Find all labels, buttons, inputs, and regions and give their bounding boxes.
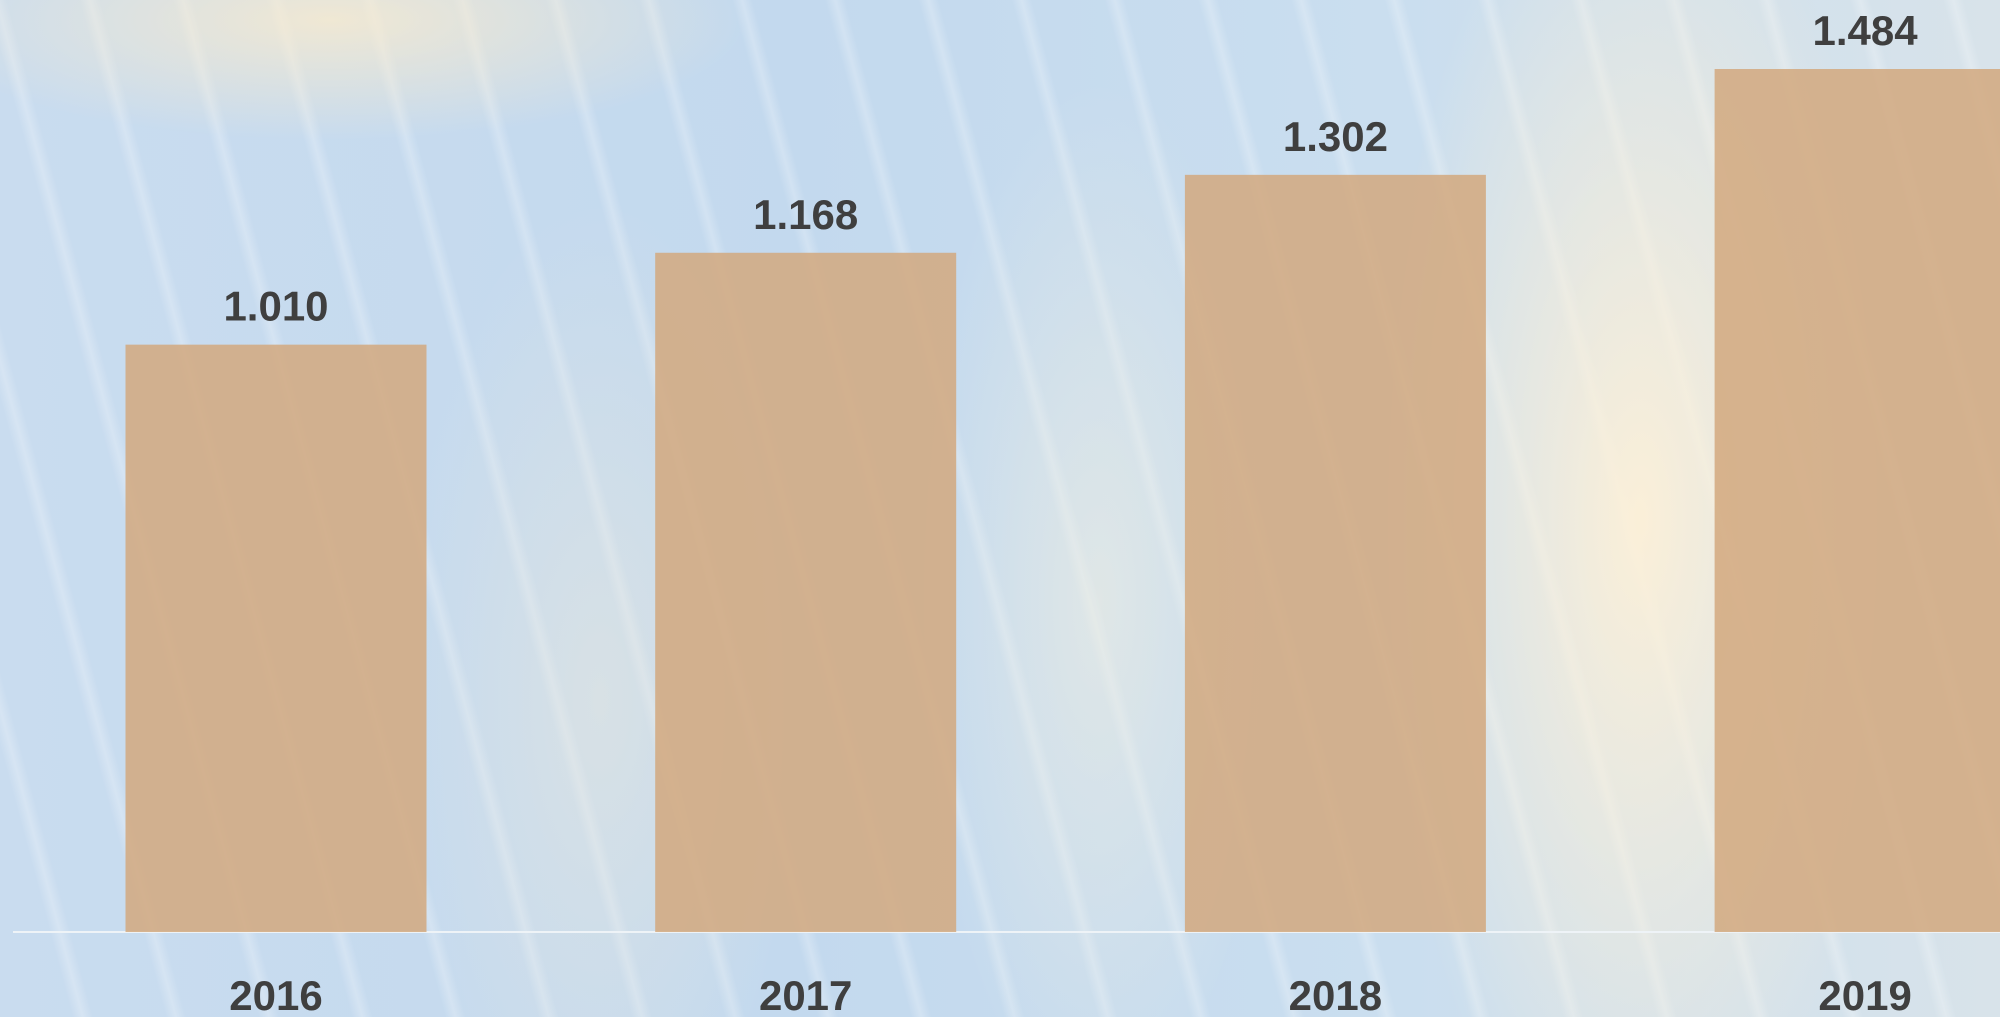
x-tick-label: 2018 [1289, 972, 1382, 1017]
bar [1185, 175, 1486, 932]
x-tick-label: 2019 [1818, 972, 1911, 1017]
x-tick-label: 2016 [229, 972, 322, 1017]
data-label: 1.484 [1813, 7, 1919, 54]
page: 1.01020161.16820171.30220181.4842019 (()… [0, 0, 2000, 1017]
data-label: 1.168 [753, 191, 858, 238]
chart: 1.010 2016 1.168 2017 1.302 2018 1.484 2019 [0, 0, 2000, 1017]
bar [1715, 69, 2000, 932]
x-tick-label: 2017 [759, 972, 852, 1017]
data-label: 1.010 [223, 283, 328, 330]
data-label: 1.302 [1283, 113, 1388, 160]
bar [126, 345, 427, 932]
bar [655, 253, 956, 932]
